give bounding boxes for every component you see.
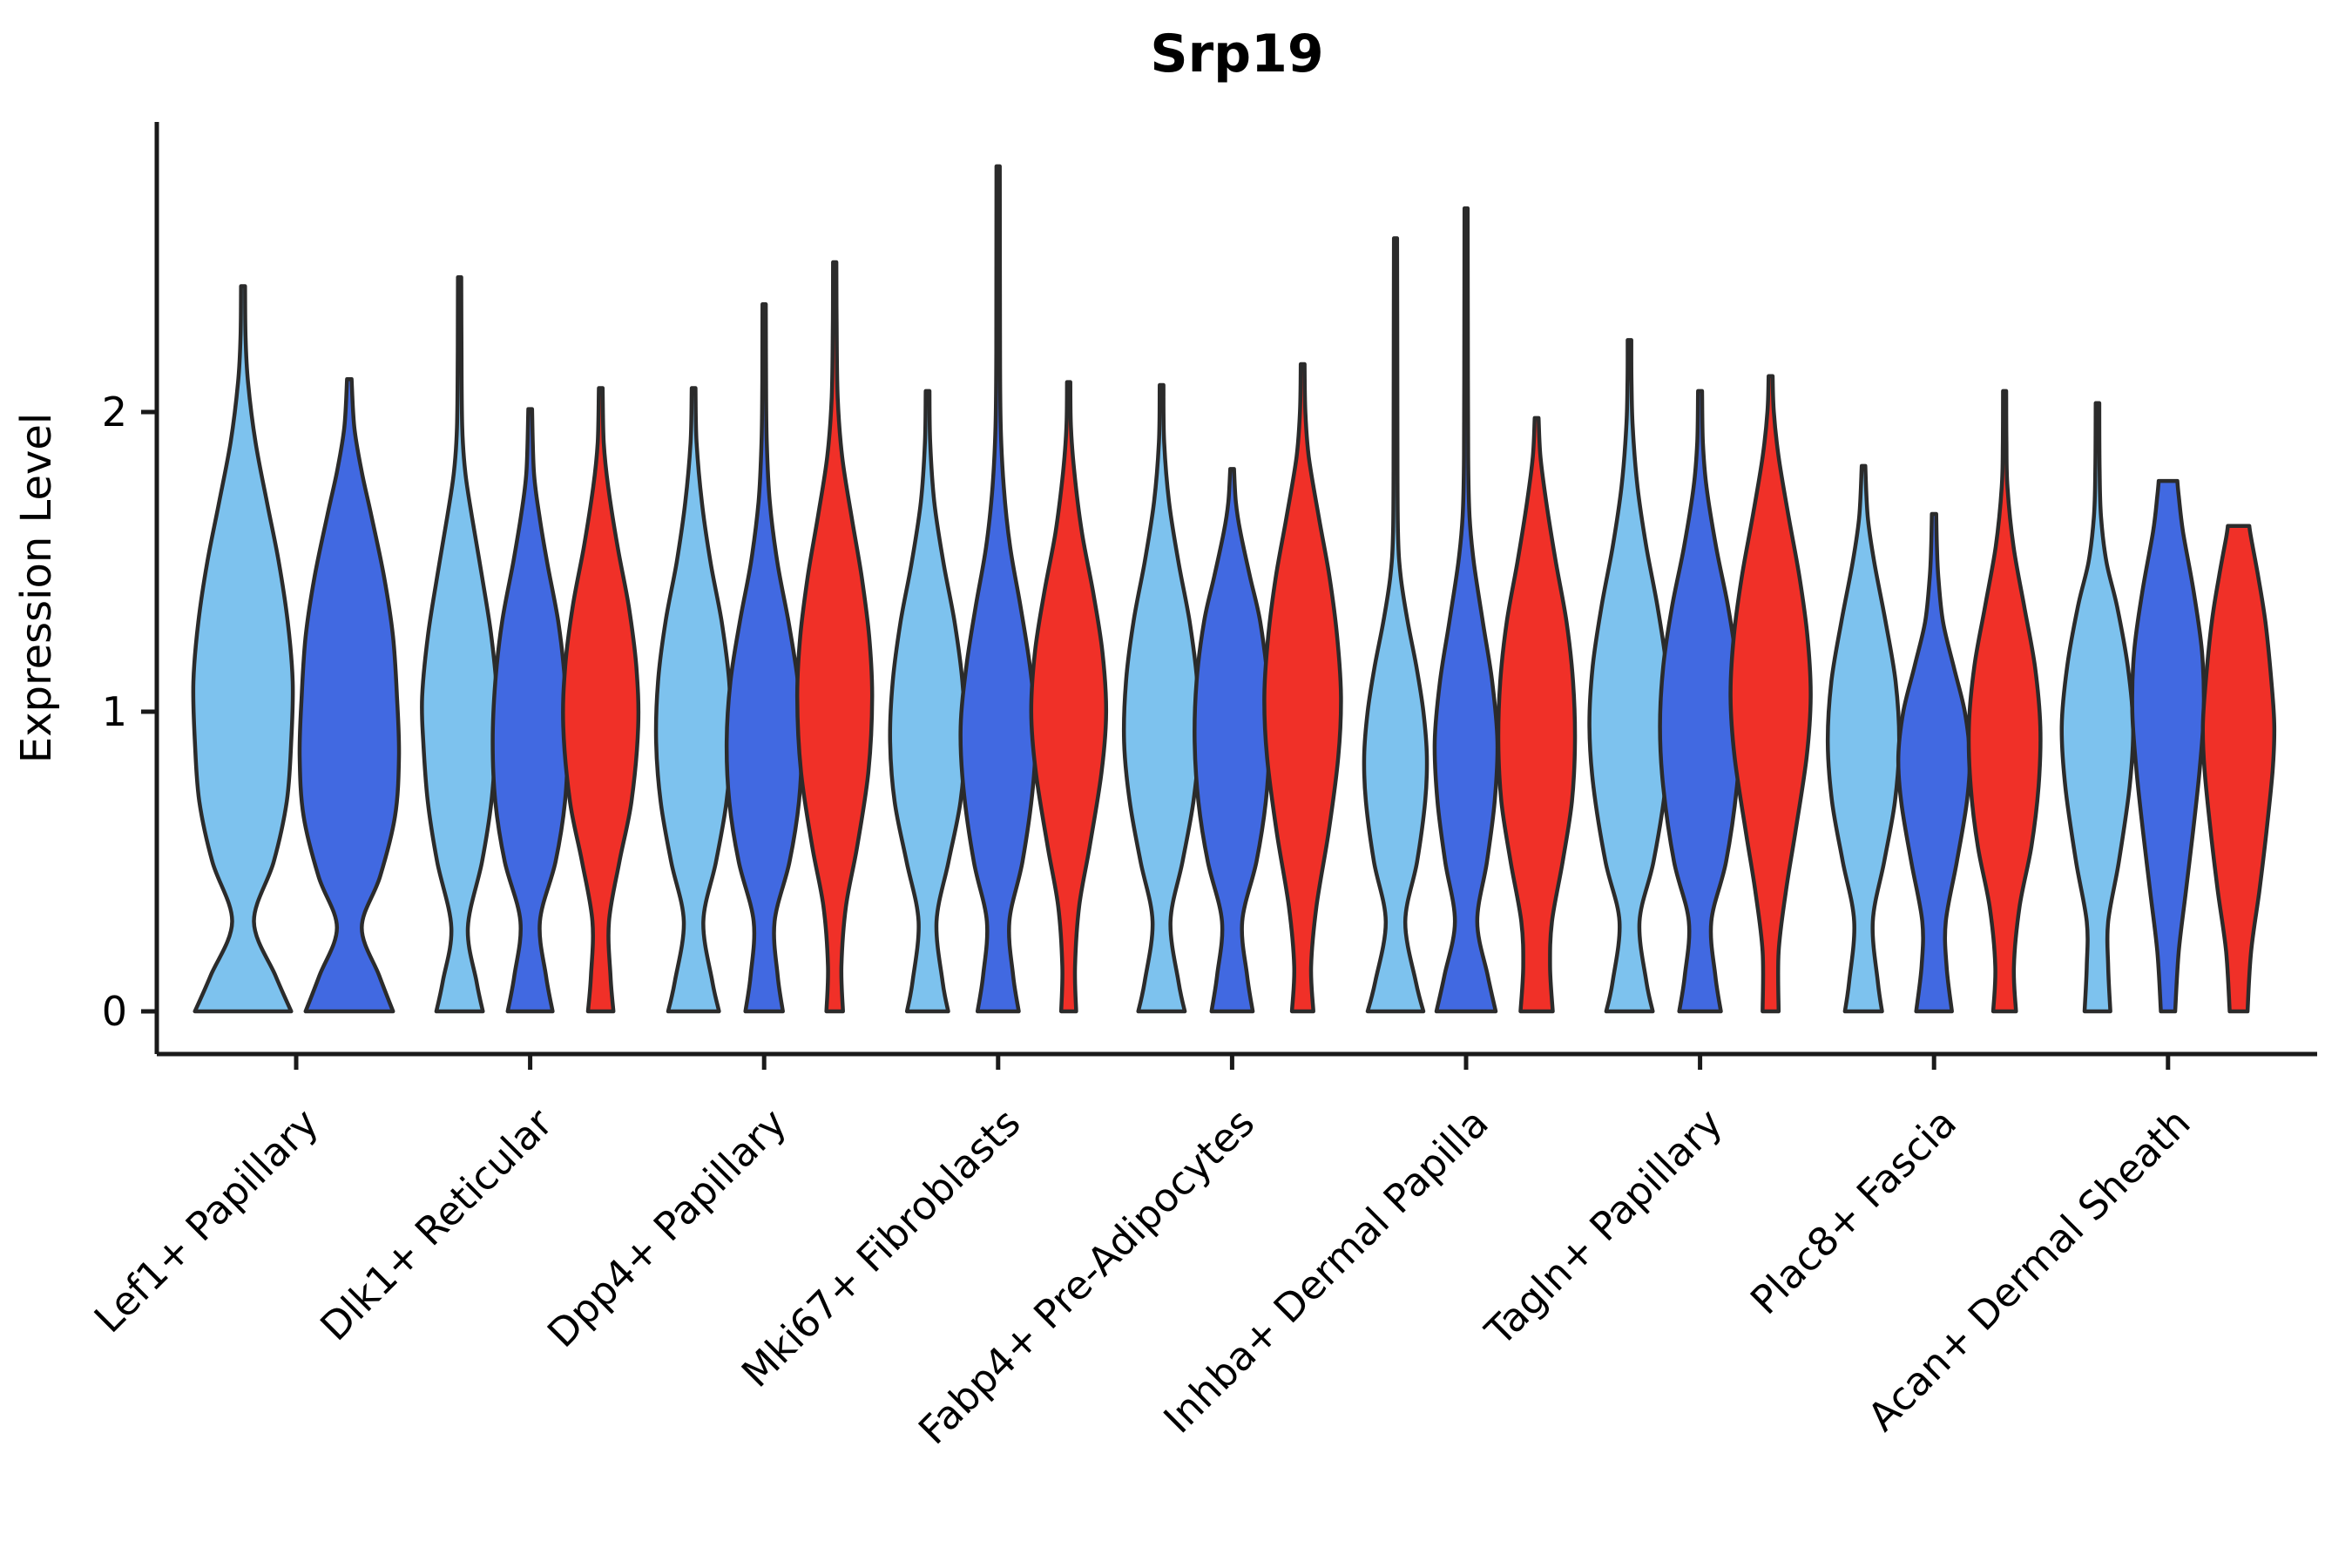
violin-lef1-papillary-skyblue: [191, 284, 295, 1014]
violin-acan-dermal-sheath-red: [2200, 524, 2277, 1014]
violin-mki67-fibroblasts-skyblue: [888, 389, 968, 1014]
violin-plac8-fascia-skyblue: [1825, 463, 1902, 1014]
violin-inhba-dermal-papilla-red: [1496, 416, 1578, 1014]
violin-tagln-papillary-royalblue: [1658, 389, 1742, 1014]
y-axis-label: Expression Level: [12, 413, 61, 764]
violin-lef1-papillary-royalblue: [297, 376, 402, 1014]
violin-plac8-fascia-red: [1966, 389, 2043, 1014]
violin-inhba-dermal-papilla-royalblue: [1432, 206, 1500, 1014]
violin-dpp4-papillary-royalblue: [724, 301, 804, 1014]
y-tick-label: 2: [102, 389, 127, 436]
violin-dlk1-reticular-red: [561, 386, 641, 1014]
violin-tagln-papillary-skyblue: [1587, 338, 1672, 1014]
x-tick-label-lef1-papillary: Lef1+ Papillary: [85, 1099, 328, 1342]
violin-inhba-dermal-papilla-skyblue: [1362, 236, 1429, 1014]
violin-fabp4-pre-adipocytes-skyblue: [1121, 382, 1201, 1014]
x-tick-label-plac8-fascia: Plac8+ Fascia: [1741, 1099, 1965, 1323]
violin-fabp4-pre-adipocytes-royalblue: [1193, 467, 1272, 1014]
violin-dlk1-reticular-royalblue: [490, 407, 570, 1014]
violin-acan-dermal-sheath-skyblue: [2059, 401, 2136, 1014]
violin-plac8-fascia-royalblue: [1896, 511, 1972, 1014]
violin-dpp4-papillary-skyblue: [653, 386, 733, 1014]
violins-layer: [191, 164, 2277, 1014]
chart-title: Srp19: [1150, 24, 1323, 84]
y-tick-label: 1: [102, 688, 127, 735]
violin-dpp4-papillary-red: [794, 260, 875, 1014]
x-tick-label-dlk1-reticular: Dlk1+ Reticular: [311, 1099, 561, 1349]
violin-mki67-fibroblasts-red: [1029, 380, 1109, 1014]
x-tick-label-dpp4-papillary: Dpp4+ Papillary: [538, 1099, 795, 1356]
violin-dlk1-reticular-skyblue: [420, 274, 500, 1014]
y-tick-label: 0: [102, 988, 127, 1035]
violin-fabp4-pre-adipocytes-red: [1262, 362, 1343, 1014]
violin-mki67-fibroblasts-royalblue: [958, 164, 1038, 1014]
x-tick-label-tagln-papillary: Tagln+ Papillary: [1476, 1099, 1731, 1355]
violin-tagln-papillary-red: [1728, 374, 1813, 1014]
violin-acan-dermal-sheath-royalblue: [2130, 478, 2207, 1014]
